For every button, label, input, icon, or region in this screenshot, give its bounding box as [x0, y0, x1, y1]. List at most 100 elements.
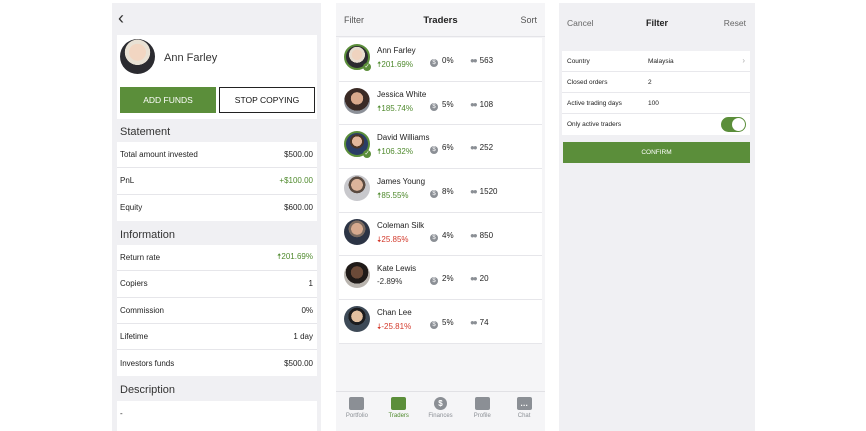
list-item[interactable]: Coleman Silk 🠇25.85% $4% ●● 850 [339, 213, 542, 257]
only-active-toggle[interactable] [721, 117, 746, 132]
commission: $2% [430, 274, 454, 286]
tab-bar: Portfolio Traders $ Finances Profile … C… [336, 391, 545, 431]
closed-orders-value[interactable]: 2 [648, 79, 652, 86]
tab-profile[interactable]: Profile [461, 392, 503, 431]
statement-row: Equity $600.00 [117, 195, 317, 221]
trader-return: 🠅201.69% [377, 60, 413, 69]
description-text: - [117, 401, 317, 431]
row-value: $500.00 [284, 358, 313, 368]
coin-icon: $ [430, 102, 438, 111]
commission: $6% [430, 143, 454, 155]
list-item[interactable]: Chan Lee 🠇-25.81% $5% ●● 74 [339, 300, 542, 344]
copiers: ●● 108 [470, 99, 494, 109]
people-icon: ●● [470, 318, 478, 328]
arrow-up-icon: 🠅 [377, 191, 382, 201]
information-list: Return rate 🠅201.69% Copiers 1 Commissio… [117, 245, 317, 377]
trader-list: ✓ Ann Farley 🠅201.69% $0% ●● 563 Jessica … [339, 38, 542, 344]
list-item[interactable]: James Young 🠅85.55% $8% ●● 1520 [339, 169, 542, 213]
commission: $4% [430, 231, 454, 242]
coin-icon: $ [430, 146, 438, 155]
stop-copying-button[interactable]: STOP COPYING [219, 87, 315, 113]
description-heading: Description [120, 384, 176, 396]
briefcase-icon [349, 397, 365, 410]
row-label: Only active traders [567, 121, 622, 128]
active-days-row[interactable]: Active trading days 100 [562, 93, 750, 114]
trader-return: 🠇-25.81% [377, 322, 412, 332]
page-title: Traders [423, 15, 458, 26]
confirm-button[interactable]: CONFIRM [563, 142, 750, 163]
copiers: ●● 74 [470, 318, 489, 328]
row-label: Closed orders [567, 79, 608, 86]
people-icon: ●● [470, 56, 478, 65]
tab-traders[interactable]: Traders [378, 392, 420, 431]
arrow-up-icon: 🠅 [377, 103, 382, 113]
arrow-up-icon: 🠅 [377, 147, 382, 157]
filter-header: Cancel Filter Reset [559, 3, 755, 40]
cancel-button[interactable]: Cancel [567, 18, 594, 28]
row-value: 0% [301, 305, 313, 315]
people-icon: ●● [470, 143, 478, 153]
row-label: Lifetime [120, 332, 149, 342]
commission: $0% [430, 56, 454, 67]
closed-orders-row[interactable]: Closed orders 2 [562, 72, 750, 93]
row-value: 1 [308, 279, 313, 289]
trader-profile-screen: ‹ Ann Farley ADD FUNDS STOP COPYING Stat… [112, 3, 321, 431]
row-label: Commission [120, 305, 165, 315]
commission: $5% [430, 318, 454, 330]
coin-icon: $ [430, 233, 438, 242]
commission: $8% [430, 187, 454, 199]
profile-card-icon [474, 397, 490, 410]
reset-button[interactable]: Reset [723, 18, 746, 28]
avatar [120, 39, 155, 74]
row-label: Equity [120, 203, 143, 213]
arrow-up-icon: 🠅 [277, 251, 282, 261]
row-value: +$100.00 [279, 176, 313, 186]
avatar [344, 306, 370, 333]
avatar [344, 218, 370, 245]
statement-row: PnL +$100.00 [117, 168, 317, 195]
coin-icon: $ [430, 321, 438, 330]
copiers: ●● 252 [470, 143, 494, 153]
trader-return: -2.89% [377, 277, 403, 287]
trader-name: Coleman Silk [377, 220, 425, 230]
chevron-right-icon: › [742, 56, 745, 65]
filter-button[interactable]: Filter [344, 15, 364, 25]
row-label: Active trading days [567, 100, 622, 107]
check-badge-icon: ✓ [363, 63, 371, 71]
tab-chat[interactable]: … Chat [516, 397, 532, 419]
trader-name: Ann Farley [377, 46, 416, 55]
row-label: Total amount invested [120, 150, 198, 160]
list-item[interactable]: ✓ David Williams 🠅106.32% $6% ●● 252 [339, 125, 542, 170]
list-item[interactable]: Kate Lewis -2.89% $2% ●● 20 [339, 256, 542, 301]
people-icon: ●● [470, 274, 478, 284]
traders-header: Filter Traders Sort [336, 3, 545, 37]
information-heading: Information [120, 229, 176, 241]
tab-finances[interactable]: $ Finances [428, 397, 453, 419]
coin-icon: $ [430, 277, 438, 286]
people-icon: ●● [470, 187, 478, 197]
active-days-value[interactable]: 100 [648, 100, 659, 107]
filter-screen: Cancel Filter Reset Country Malaysia › C… [559, 3, 755, 431]
row-value: $600.00 [284, 203, 313, 213]
information-row: Copiers 1 [117, 271, 317, 298]
coin-icon: $ [430, 59, 438, 67]
statement-row: Total amount invested $500.00 [117, 142, 317, 169]
filter-options: Country Malaysia › Closed orders 2 Activ… [562, 51, 750, 135]
list-item[interactable]: Jessica White 🠅185.74% $5% ●● 108 [339, 82, 542, 126]
traders-screen: Filter Traders Sort ✓ Ann Farley 🠅201.69… [336, 3, 545, 431]
people-icon: ●● [470, 230, 478, 240]
copiers: ●● 20 [470, 274, 489, 284]
chevron-left-icon[interactable]: ‹ [118, 8, 124, 28]
trader-return: 🠅185.74% [377, 103, 413, 113]
avatar [344, 262, 370, 289]
trader-return: 🠅106.32% [377, 147, 413, 157]
statement-list: Total amount invested $500.00 PnL +$100.… [117, 142, 317, 221]
sort-button[interactable]: Sort [520, 15, 537, 25]
list-item[interactable]: ✓ Ann Farley 🠅201.69% $0% ●● 563 [339, 38, 542, 82]
information-row: Lifetime 1 day [117, 324, 317, 351]
row-label: Country [567, 58, 590, 65]
country-row[interactable]: Country Malaysia › [562, 51, 750, 72]
trader-name: Kate Lewis [377, 264, 417, 274]
tab-portfolio[interactable]: Portfolio [336, 392, 378, 431]
add-funds-button[interactable]: ADD FUNDS [120, 87, 216, 113]
